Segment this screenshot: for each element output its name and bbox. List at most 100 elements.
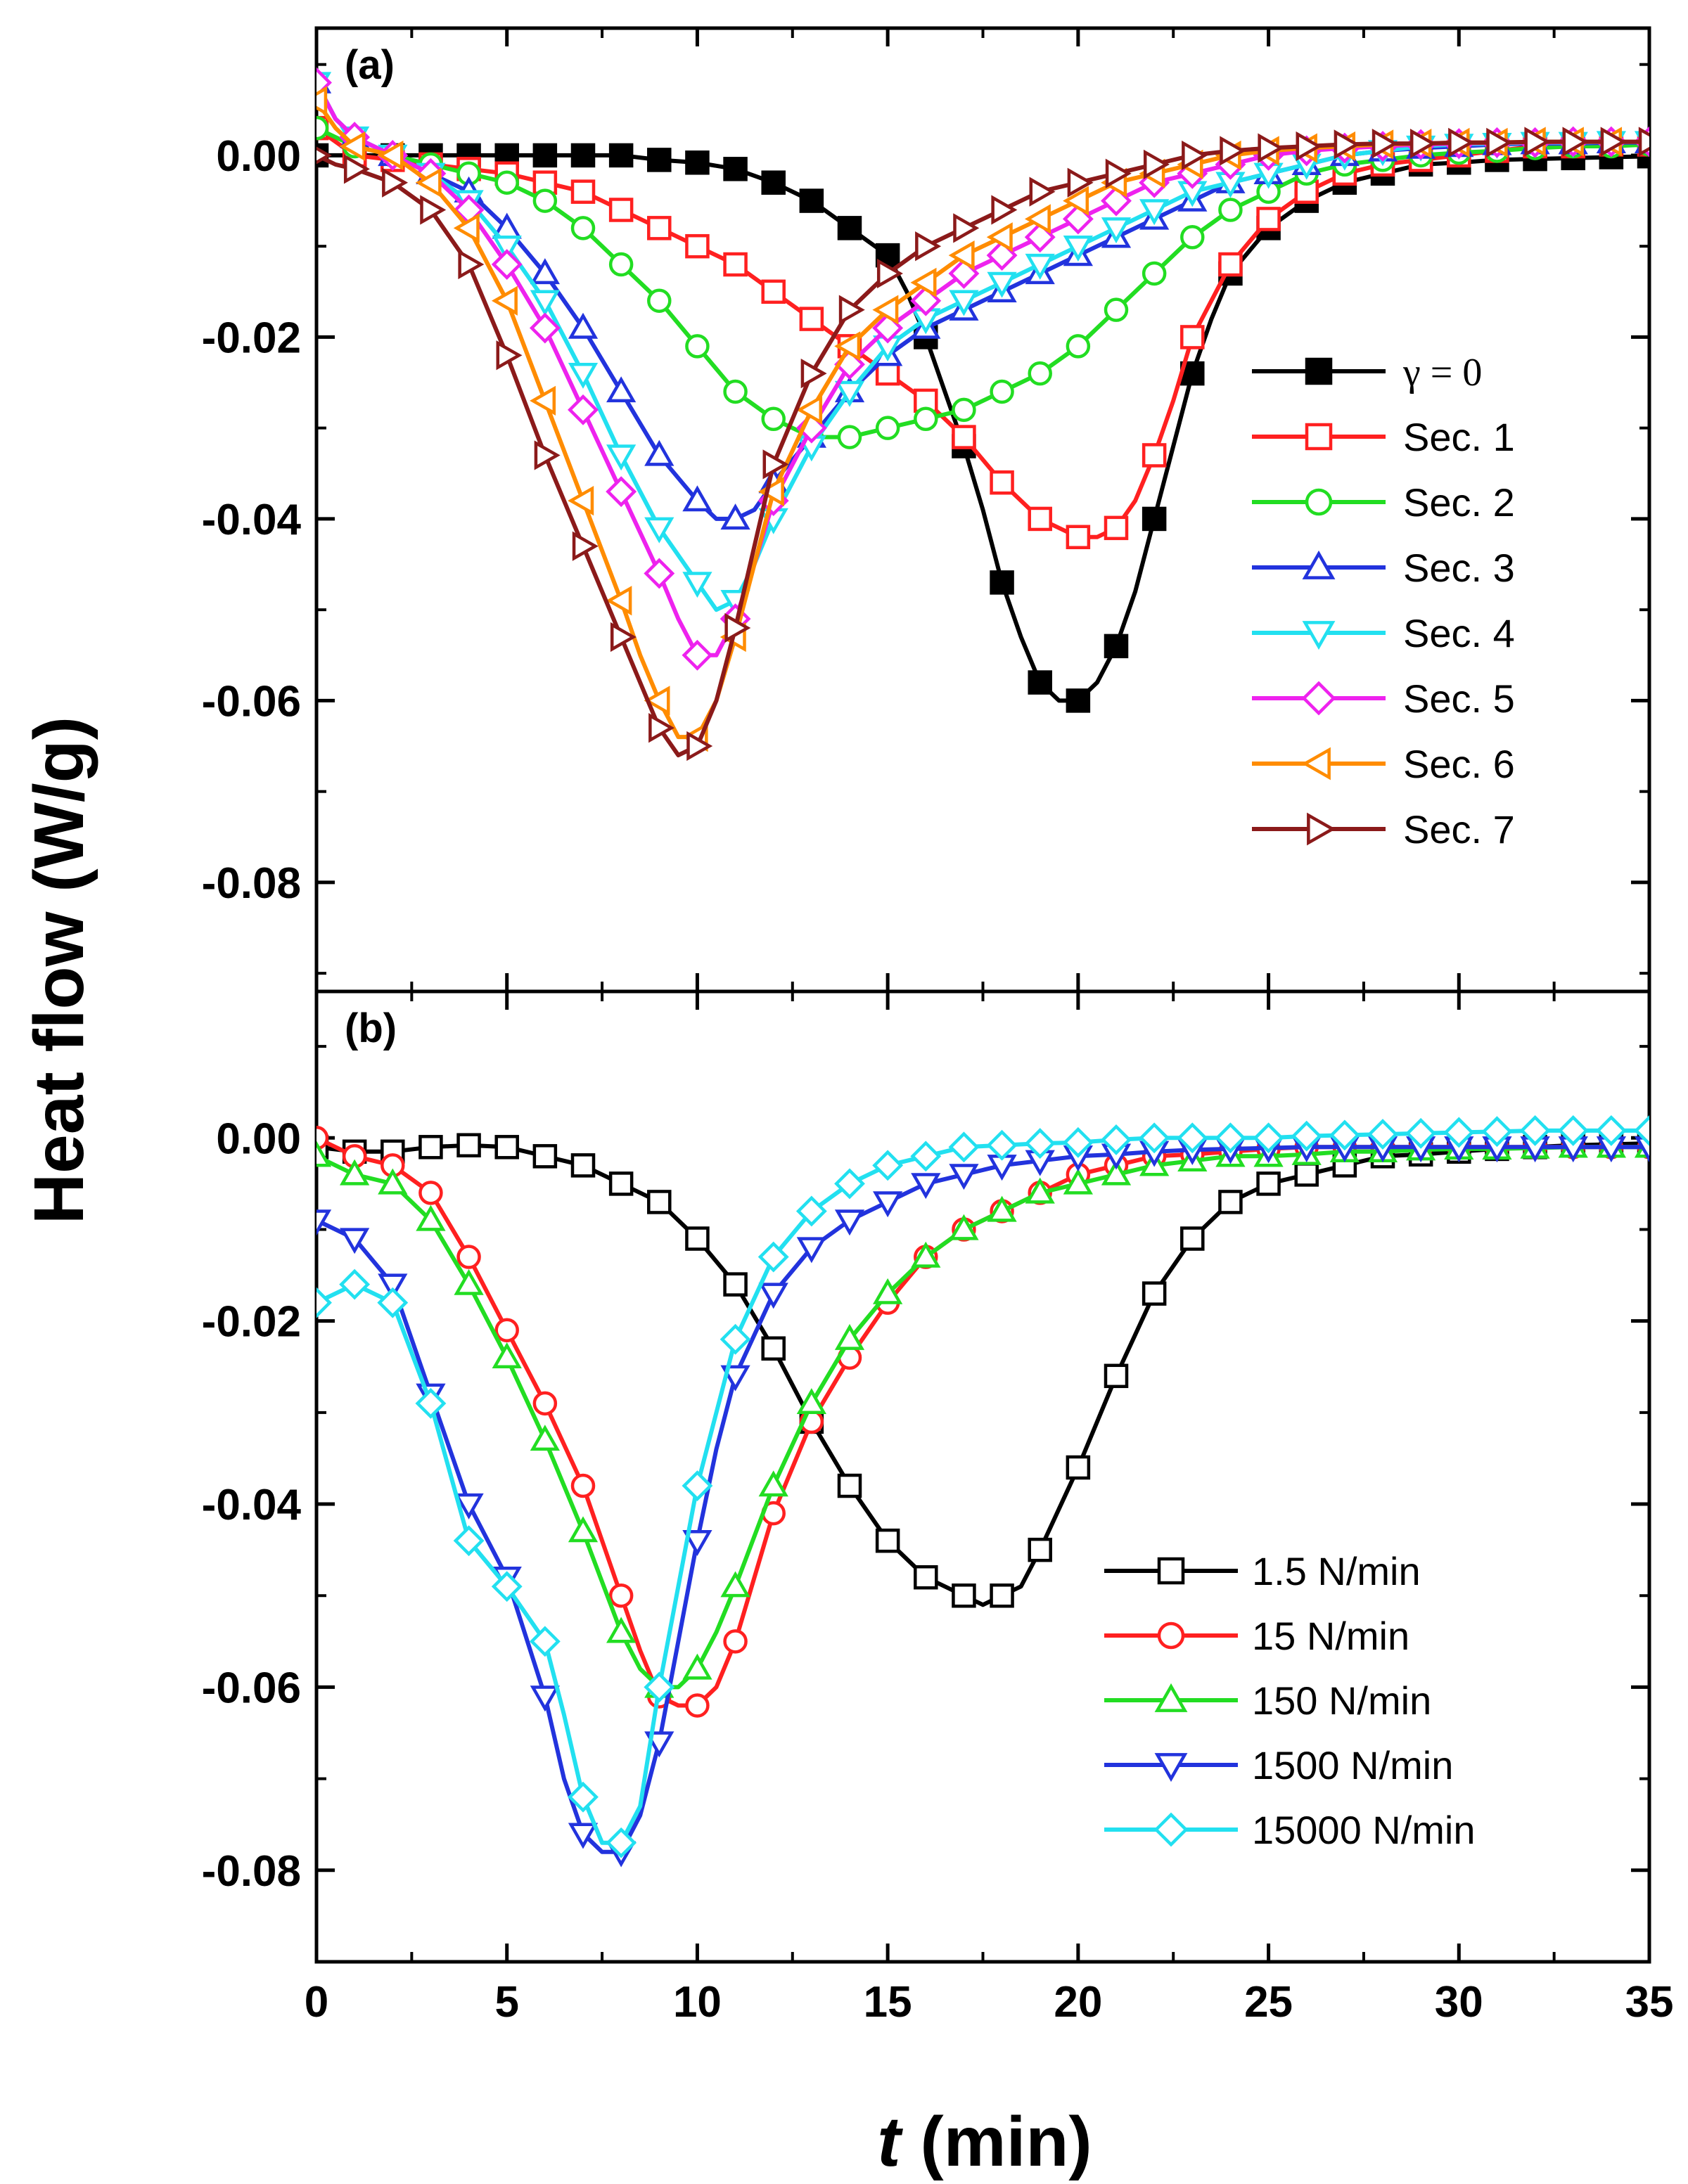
legend-entry-label: 1500 N/min xyxy=(1252,1743,1453,1787)
data-point xyxy=(761,170,786,195)
legend-marker xyxy=(1307,812,1336,846)
data-point xyxy=(316,146,332,165)
data-point xyxy=(491,285,518,316)
x-tick-label: 30 xyxy=(1435,1978,1483,2026)
data-point xyxy=(837,1473,862,1498)
legend-marker xyxy=(1305,357,1333,385)
data-point xyxy=(570,1473,596,1498)
data-point xyxy=(340,1159,370,1186)
data-point xyxy=(872,295,899,325)
data-point xyxy=(990,1583,1014,1608)
data-point xyxy=(1104,515,1129,541)
data-point xyxy=(1142,443,1167,468)
data-point xyxy=(1256,207,1281,231)
x-tick-label: 25 xyxy=(1244,1978,1293,2026)
data-point xyxy=(570,143,596,168)
data-point xyxy=(834,1209,865,1236)
legend-entry-label: Sec. 3 xyxy=(1403,546,1515,590)
data-point xyxy=(382,167,409,198)
data-point xyxy=(530,258,560,285)
data-point xyxy=(492,1342,522,1368)
data-point xyxy=(1448,127,1475,158)
data-point xyxy=(1101,1124,1132,1155)
data-point xyxy=(682,485,712,512)
data-point xyxy=(316,1141,332,1167)
data-point xyxy=(761,406,786,432)
data-point xyxy=(456,1245,481,1269)
data-point xyxy=(1634,1136,1649,1163)
data-point xyxy=(682,639,713,671)
y-tick-label: -0.04 xyxy=(202,496,302,544)
data-point xyxy=(1180,225,1205,250)
data-point xyxy=(316,86,328,116)
data-point xyxy=(343,154,370,184)
y-tick-label: -0.02 xyxy=(202,1298,301,1347)
data-point xyxy=(420,195,447,225)
data-point xyxy=(1519,1115,1551,1146)
data-point xyxy=(796,1237,826,1264)
legend-marker xyxy=(1302,621,1336,650)
data-point xyxy=(762,449,789,480)
y-tick-label: -0.08 xyxy=(202,1847,301,1896)
data-point xyxy=(1218,1190,1243,1214)
data-point xyxy=(1443,1117,1475,1148)
data-point xyxy=(986,1129,1018,1161)
data-point xyxy=(758,1283,788,1309)
data-point xyxy=(606,376,637,403)
data-point xyxy=(723,379,748,404)
data-point xyxy=(1296,131,1322,162)
data-point xyxy=(647,288,672,313)
data-point xyxy=(570,1153,596,1178)
data-point xyxy=(990,379,1014,404)
data-point xyxy=(532,1144,558,1169)
data-point xyxy=(1029,176,1056,207)
legend-entry-label: 150 N/min xyxy=(1252,1678,1431,1723)
data-point xyxy=(953,213,980,243)
data-point xyxy=(532,143,558,168)
data-point xyxy=(606,586,632,616)
data-point xyxy=(568,362,599,389)
data-point xyxy=(1294,1162,1319,1187)
data-point xyxy=(986,222,1013,252)
data-point xyxy=(1220,136,1246,166)
data-point xyxy=(724,612,751,643)
data-point xyxy=(1595,1115,1627,1146)
data-point xyxy=(1372,129,1398,159)
legend-panel-a: γ = 0 Sec. 1 Sec. 2 Sec. 3 Sec. 4 Sec. 5 Sec. … xyxy=(1252,351,1515,852)
data-point xyxy=(316,115,329,141)
data-point xyxy=(377,1287,409,1318)
data-point xyxy=(608,143,634,168)
data-point xyxy=(834,331,861,361)
data-point xyxy=(682,1653,712,1680)
panel-label: (b) xyxy=(345,1006,397,1051)
data-point xyxy=(720,1571,750,1598)
data-point xyxy=(875,1528,900,1553)
data-point xyxy=(1024,1128,1056,1160)
data-point xyxy=(496,340,523,371)
data-point xyxy=(949,1164,979,1190)
data-point xyxy=(987,1195,1017,1222)
y-tick-label: -0.06 xyxy=(202,1664,301,1712)
data-point xyxy=(648,713,675,743)
data-point xyxy=(568,485,594,516)
data-point xyxy=(1066,334,1091,359)
data-point xyxy=(682,572,712,598)
data-point xyxy=(1291,1120,1322,1152)
data-point xyxy=(1256,1171,1281,1196)
data-point xyxy=(339,131,366,162)
legend-entry-label: Sec. 1 xyxy=(1403,415,1515,459)
data-point xyxy=(647,1190,672,1214)
data-point xyxy=(914,406,938,432)
y-tick-label: 0.00 xyxy=(216,132,301,181)
data-point xyxy=(416,1205,446,1231)
legend-marker xyxy=(1301,747,1331,781)
x-tick-label: 35 xyxy=(1625,1978,1674,2026)
x-tick-label: 10 xyxy=(673,1978,722,2026)
legend-marker xyxy=(1154,1683,1188,1712)
data-point xyxy=(796,394,823,425)
data-point xyxy=(377,140,404,171)
legend-marker xyxy=(1157,1557,1185,1585)
data-point xyxy=(415,1387,447,1419)
data-point xyxy=(378,1273,408,1300)
data-point xyxy=(685,150,710,175)
